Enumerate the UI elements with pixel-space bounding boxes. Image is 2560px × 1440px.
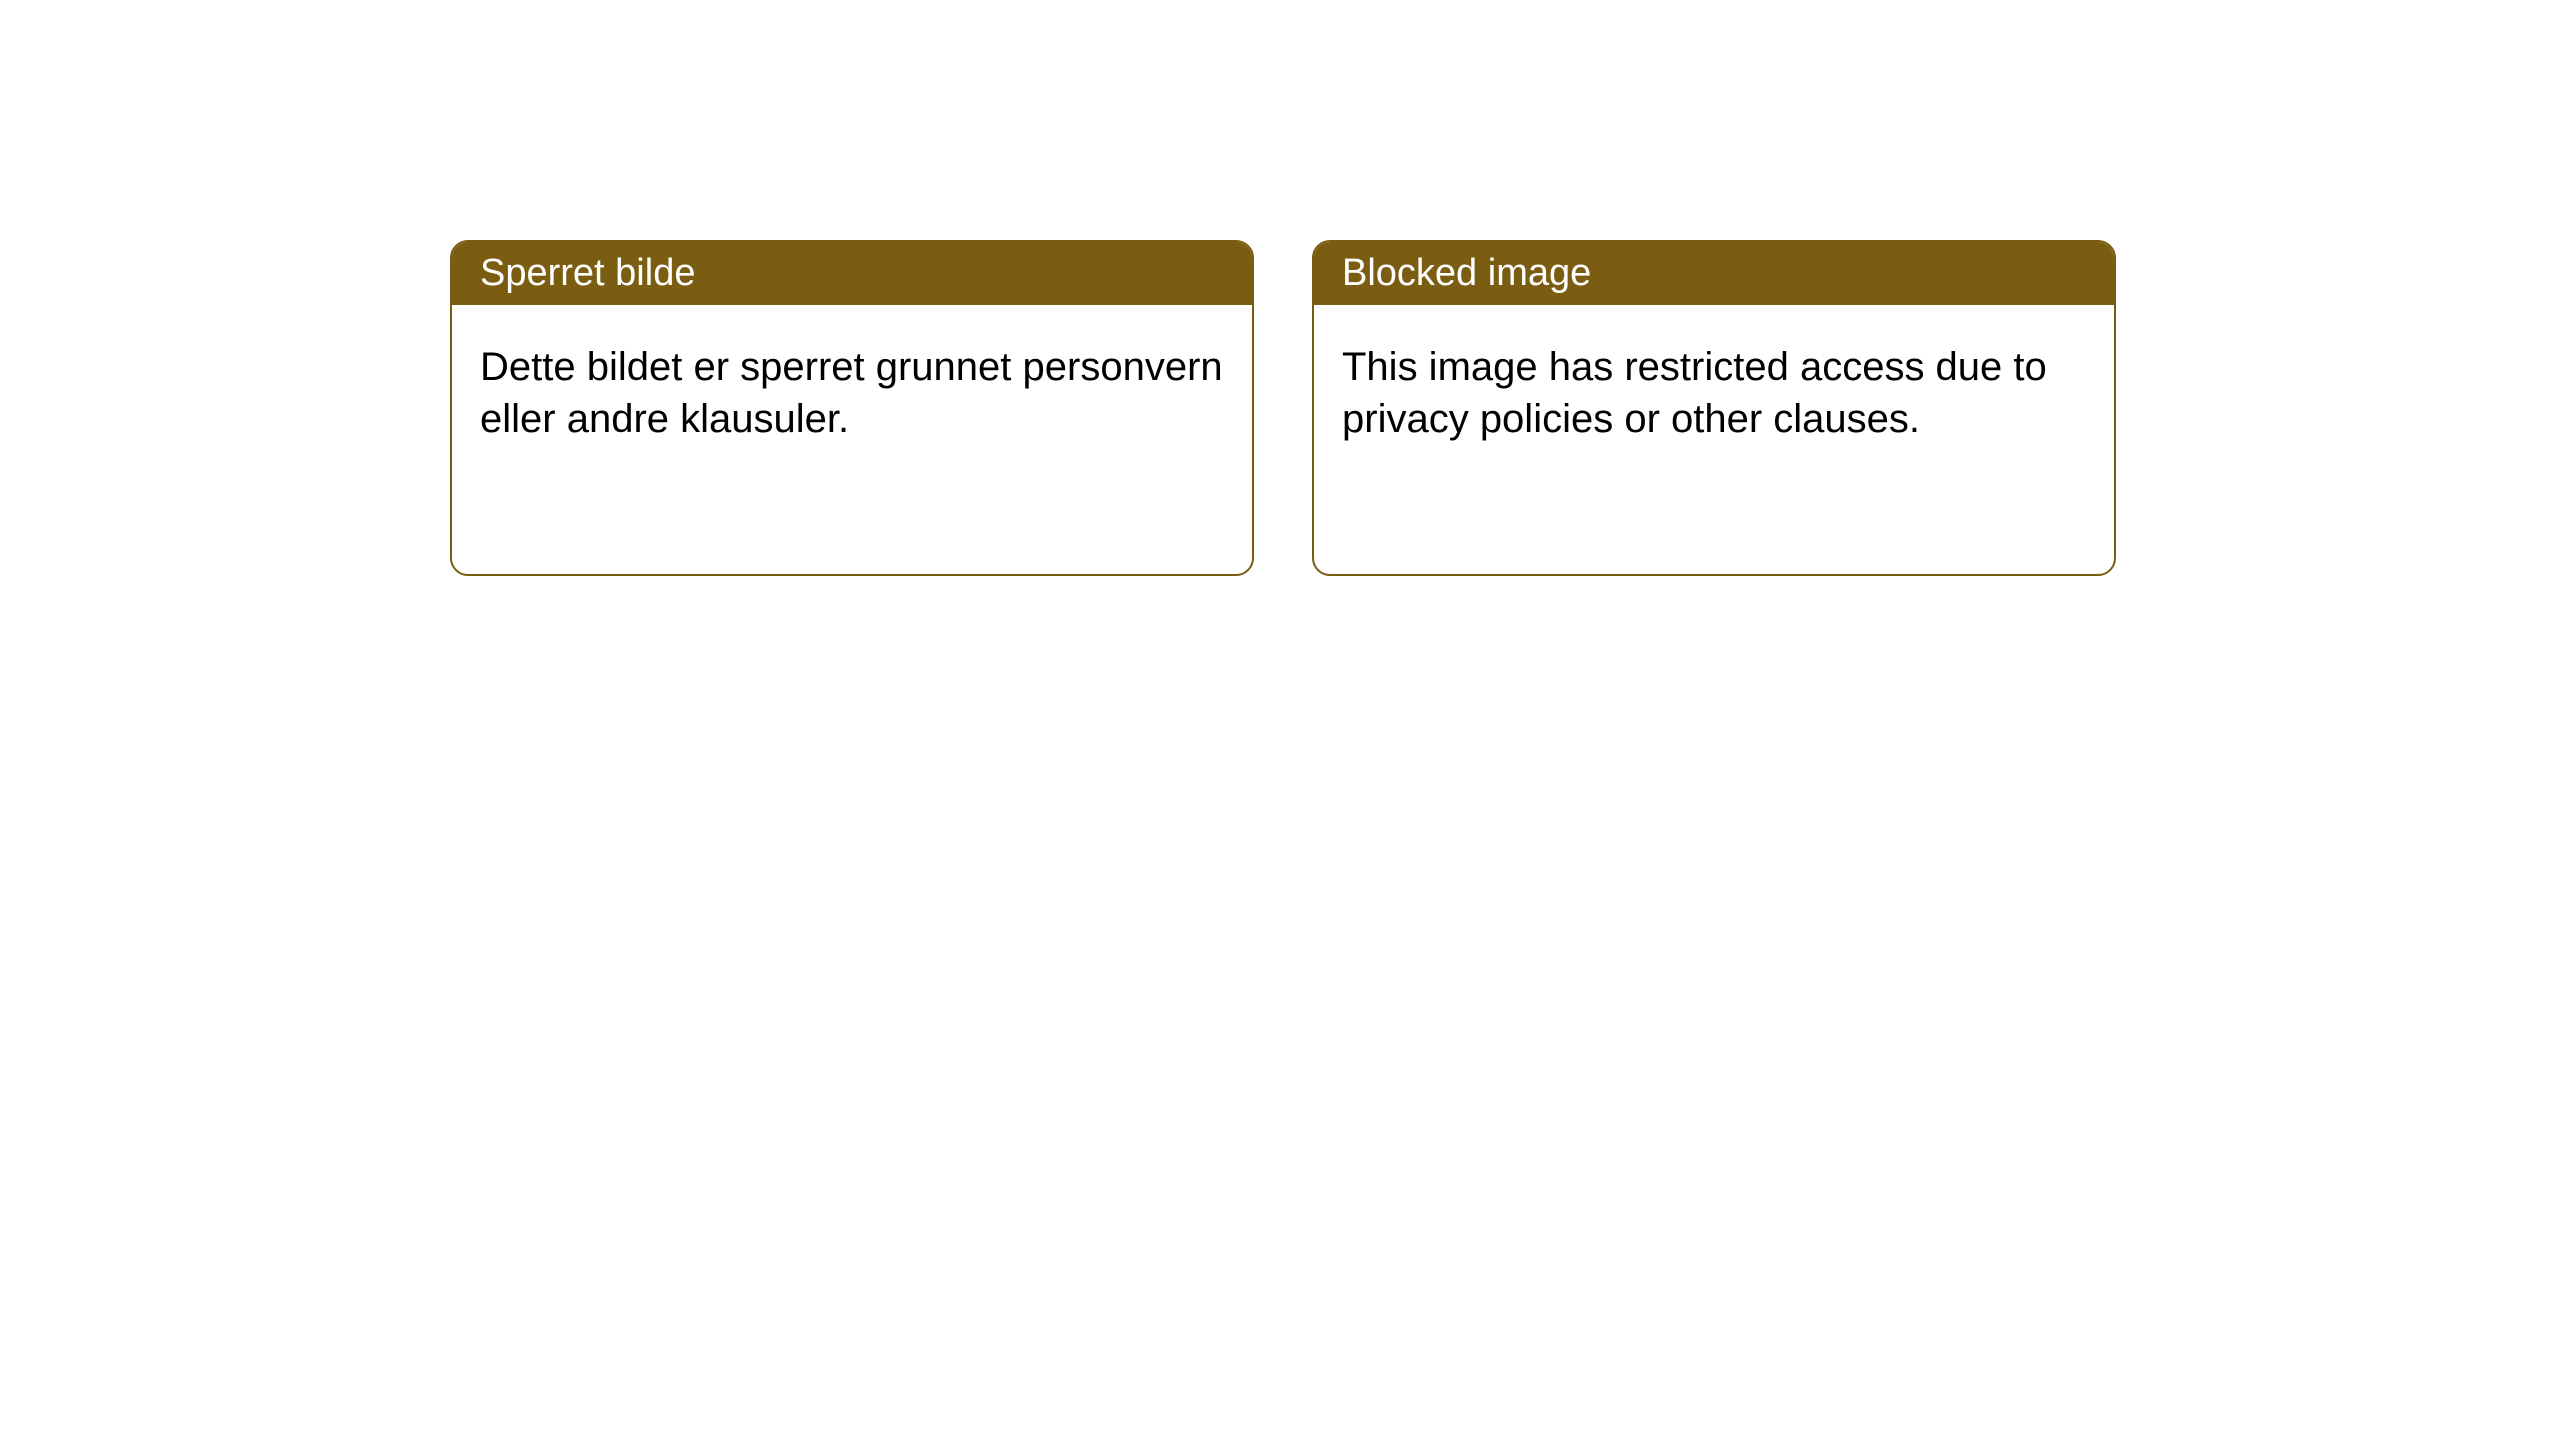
cards-container: Sperret bilde Dette bildet er sperret gr… [0,0,2560,576]
blocked-image-card-en: Blocked image This image has restricted … [1312,240,2116,576]
blocked-image-card-no: Sperret bilde Dette bildet er sperret gr… [450,240,1254,576]
card-body: This image has restricted access due to … [1314,305,2114,481]
card-title: Blocked image [1314,242,2114,305]
card-title: Sperret bilde [452,242,1252,305]
card-body: Dette bildet er sperret grunnet personve… [452,305,1252,481]
